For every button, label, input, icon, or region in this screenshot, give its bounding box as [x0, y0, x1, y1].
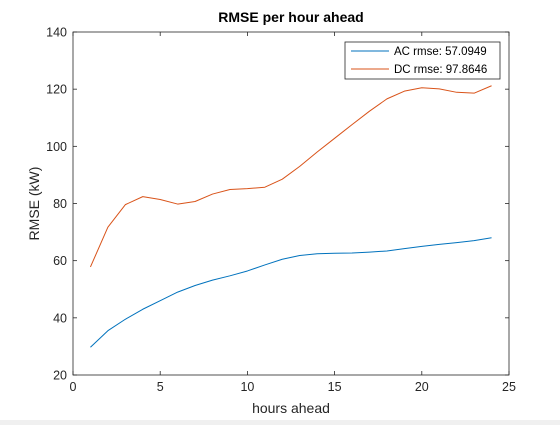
y-tick-label: 140	[46, 26, 67, 40]
x-tick-label: 5	[157, 380, 164, 394]
legend-label-dc: DC rmse: 97.8646	[394, 64, 487, 76]
plot-area	[73, 32, 509, 375]
x-tick-label: 10	[240, 380, 254, 394]
series-line-dc	[89, 85, 492, 268]
x-tick-label: 20	[415, 380, 429, 394]
y-axis-label: RMSE (kW)	[26, 167, 42, 241]
x-tick-label: 0	[70, 380, 77, 394]
legend-label-ac: AC rmse: 57.0949	[394, 46, 487, 58]
series-group	[89, 85, 492, 348]
x-tick-label: 15	[328, 380, 342, 394]
chart-title: RMSE per hour ahead	[218, 9, 363, 25]
y-tick-label: 80	[53, 197, 67, 211]
y-tick-label: 100	[46, 140, 67, 154]
y-tick-label: 120	[46, 83, 67, 97]
legend-box	[344, 41, 501, 80]
x-axis-label: hours ahead	[252, 400, 330, 416]
y-tick-label: 40	[53, 311, 67, 325]
plot-box	[72, 31, 510, 376]
x-tick-label: 25	[502, 380, 516, 394]
series-line-ac	[90, 237, 492, 348]
y-tick-label: 60	[53, 254, 67, 268]
legend: AC rmse: 57.0949 DC rmse: 97.8646	[344, 41, 501, 80]
ticks-group: 0 5 10 15 20 25 20 40 60 80 100 120 140	[46, 26, 516, 395]
y-tick-label: 20	[53, 369, 67, 383]
